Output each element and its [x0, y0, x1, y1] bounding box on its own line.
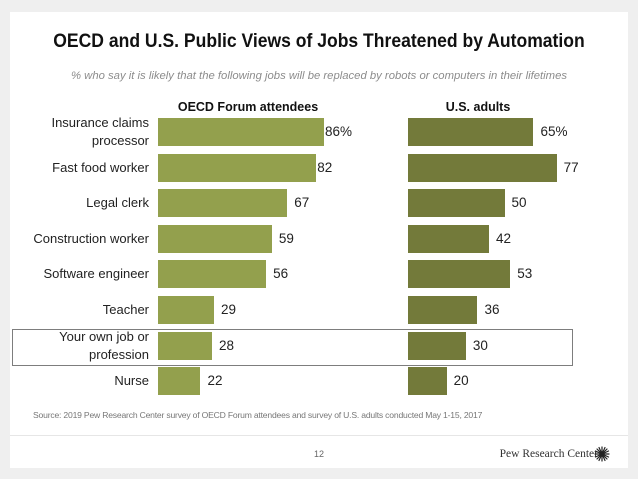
data-label-oecd-teacher: 29 [220, 302, 236, 317]
category-label-software-engineer: Software engineer [43, 265, 149, 283]
category-label-line: Fast food worker [52, 159, 149, 175]
data-label-us-your-own-job-or-profession: 30 [472, 337, 488, 353]
data-label-us-software-engineer: 53 [517, 266, 533, 282]
bar-us-construction-worker [408, 224, 490, 253]
bar-oecd-nurse [158, 367, 201, 396]
category-label-fast-food-worker: Fast food worker [52, 159, 149, 177]
bar-oecd-your-own-job-or-profession [158, 331, 213, 360]
data-label-us-insurance-claims-processor: 65% [540, 124, 568, 139]
category-label-your-own-job-or-profession: Your own job or profession [59, 328, 149, 364]
data-label-us-legal-clerk: 50 [511, 195, 527, 211]
bar-us-software-engineer [408, 260, 511, 289]
data-label-oecd-fast-food-worker: 82 [317, 159, 333, 175]
bar-oecd-legal-clerk [158, 189, 288, 218]
brand-name: Pew Research Center [499, 448, 598, 460]
bar-us-insurance-claims-processor [408, 118, 534, 146]
data-label-us-teacher: 36 [484, 302, 500, 317]
bar-us-teacher [408, 296, 478, 324]
chart-subtitle: % who say it is likely that the followin… [70, 70, 568, 82]
source-note: Source: 2019 Pew Research Center survey … [33, 410, 483, 420]
footer-divider [10, 435, 628, 436]
data-label-oecd-nurse: 22 [207, 373, 223, 389]
data-label-oecd-legal-clerk: 67 [294, 195, 310, 211]
bar-us-your-own-job-or-profession [408, 331, 466, 360]
data-label-us-construction-worker: 42 [496, 230, 512, 246]
category-label-nurse: Nurse [114, 372, 149, 390]
pew-sunburst-icon [594, 446, 610, 462]
highlight-box-own-job [12, 329, 573, 366]
page-number: 12 [313, 449, 324, 459]
chart-title: OECD and U.S. Public Views of Jobs Threa… [53, 30, 585, 52]
data-label-oecd-software-engineer: 56 [273, 266, 289, 282]
category-label-insurance-claims-processor: Insurance claims processor [51, 114, 149, 150]
bar-us-nurse [408, 367, 447, 396]
category-label-construction-worker: Construction worker [33, 230, 149, 248]
data-label-oecd-your-own-job-or-profession: 28 [219, 337, 235, 353]
category-label-line: Insurance claims [51, 115, 149, 130]
category-label-line: Software engineer [43, 266, 149, 282]
bar-us-fast-food-worker [408, 153, 557, 182]
category-label-line: Legal clerk [86, 195, 149, 211]
data-label-oecd-construction-worker: 59 [278, 230, 294, 246]
data-label-us-fast-food-worker: 77 [563, 159, 579, 175]
bar-us-legal-clerk [408, 189, 505, 218]
bar-oecd-construction-worker [158, 224, 272, 253]
category-label-line: Your own job or [59, 328, 149, 344]
data-label-us-nurse: 20 [453, 373, 469, 389]
series-header-us: U.S. adults [445, 100, 511, 114]
slide-background [10, 12, 628, 468]
category-label-line: Teacher [102, 302, 149, 317]
bar-oecd-teacher [158, 296, 214, 324]
category-label-legal-clerk: Legal clerk [86, 194, 149, 212]
bar-oecd-software-engineer [158, 260, 267, 289]
data-label-oecd-insurance-claims-processor: 86% [324, 124, 352, 139]
bar-oecd-insurance-claims-processor [158, 118, 324, 146]
category-label-line: Construction worker [33, 230, 149, 246]
bar-oecd-fast-food-worker [158, 153, 317, 182]
category-label-teacher: Teacher [103, 301, 149, 319]
category-label-line: processor [91, 133, 149, 148]
category-label-line: profession [89, 346, 149, 362]
category-label-line: Nurse [114, 373, 149, 389]
series-header-oecd: OECD Forum attendees [177, 100, 319, 114]
